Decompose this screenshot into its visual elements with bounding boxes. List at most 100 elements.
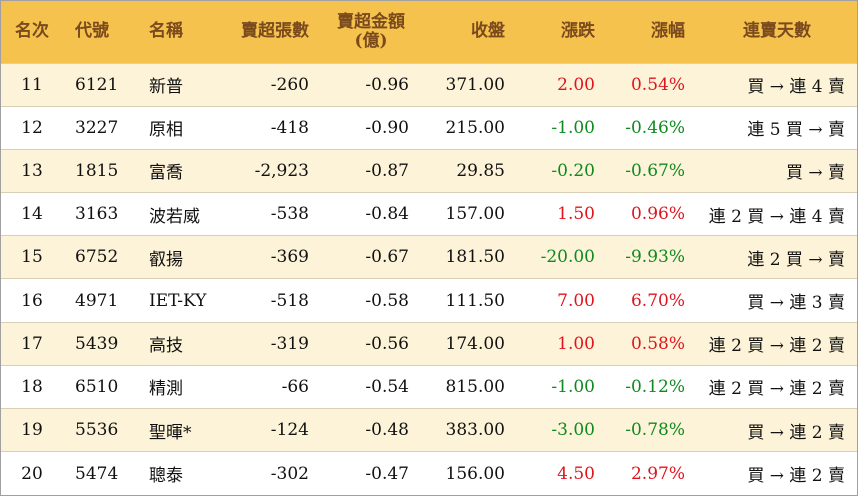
close-cell: 383.00 bbox=[421, 407, 517, 452]
close-cell: 156.00 bbox=[421, 451, 517, 495]
net-sell-lots-cell: -418 bbox=[219, 105, 321, 150]
net-sell-lots-cell: -518 bbox=[219, 278, 321, 323]
net-sell-amount-cell: -0.90 bbox=[321, 105, 421, 150]
net-sell-lots-cell: -2,923 bbox=[219, 148, 321, 193]
change-cell: 2.00 bbox=[517, 62, 607, 107]
code-cell: 1815 bbox=[63, 148, 135, 193]
table-row: 13 1815 富喬 -2,923 -0.87 29.85 -0.20 -0.67% 買 → 賣 bbox=[1, 148, 857, 193]
streak-cell: 買 → 連 4 賣 bbox=[697, 62, 857, 107]
change-pct-cell: -0.67% bbox=[607, 148, 697, 193]
change-cell: -1.00 bbox=[517, 364, 607, 409]
close-cell: 174.00 bbox=[421, 321, 517, 366]
change-cell: 7.00 bbox=[517, 278, 607, 323]
table-row: 15 6752 叡揚 -369 -0.67 181.50 -20.00 -9.93% 連 2 買… bbox=[1, 235, 857, 279]
change-pct-cell: 0.54% bbox=[607, 62, 697, 107]
rank-cell: 12 bbox=[1, 105, 63, 150]
rank-cell: 18 bbox=[1, 364, 63, 409]
header-rank: 名次 bbox=[1, 1, 63, 63]
code-cell: 6121 bbox=[63, 62, 135, 107]
streak-cell: 連 2 買 → 連 4 賣 bbox=[697, 192, 857, 236]
close-cell: 815.00 bbox=[421, 364, 517, 409]
streak-cell: 買 → 連 2 賣 bbox=[697, 407, 857, 452]
name-cell: 原相 bbox=[135, 105, 219, 150]
net-sell-lots-cell: -319 bbox=[219, 321, 321, 366]
code-cell: 3227 bbox=[63, 105, 135, 150]
rank-cell: 17 bbox=[1, 321, 63, 366]
rank-cell: 16 bbox=[1, 278, 63, 323]
change-pct-cell: -0.78% bbox=[607, 407, 697, 452]
name-cell: 聖暉* bbox=[135, 407, 219, 452]
code-cell: 6510 bbox=[63, 364, 135, 409]
net-sell-lots-cell: -260 bbox=[219, 62, 321, 107]
net-sell-lots-cell: -538 bbox=[219, 192, 321, 236]
net-sell-lots-cell: -124 bbox=[219, 407, 321, 452]
close-cell: 157.00 bbox=[421, 192, 517, 236]
name-cell: 波若威 bbox=[135, 192, 219, 236]
rank-cell: 20 bbox=[1, 451, 63, 495]
table-row: 18 6510 精測 -66 -0.54 815.00 -1.00 -0.12% 連 2 買 →… bbox=[1, 364, 857, 409]
net-sell-amount-cell: -0.47 bbox=[321, 451, 421, 495]
header-code: 代號 bbox=[63, 1, 135, 63]
change-cell: -1.00 bbox=[517, 105, 607, 150]
net-sell-amount-cell: -0.58 bbox=[321, 278, 421, 323]
table-row: 12 3227 原相 -418 -0.90 215.00 -1.00 -0.46% 連 5 買 … bbox=[1, 105, 857, 150]
header-net-sell-amount-line1: 賣超金額 bbox=[337, 11, 405, 32]
header-streak: 連賣天數 bbox=[697, 1, 857, 63]
net-sell-amount-cell: -0.84 bbox=[321, 192, 421, 236]
name-cell: 富喬 bbox=[135, 148, 219, 193]
net-sell-amount-cell: -0.54 bbox=[321, 364, 421, 409]
net-sell-lots-cell: -66 bbox=[219, 364, 321, 409]
streak-cell: 買 → 賣 bbox=[697, 148, 857, 193]
change-pct-cell: 0.96% bbox=[607, 192, 697, 236]
header-change-pct: 漲幅 bbox=[607, 1, 697, 63]
name-cell: 高技 bbox=[135, 321, 219, 366]
table-row: 17 5439 高技 -319 -0.56 174.00 1.00 0.58% 連 2 買 → … bbox=[1, 321, 857, 366]
code-cell: 6752 bbox=[63, 235, 135, 279]
change-pct-cell: 6.70% bbox=[607, 278, 697, 323]
change-cell: -3.00 bbox=[517, 407, 607, 452]
close-cell: 111.50 bbox=[421, 278, 517, 323]
code-cell: 5439 bbox=[63, 321, 135, 366]
rank-cell: 13 bbox=[1, 148, 63, 193]
net-sell-amount-cell: -0.56 bbox=[321, 321, 421, 366]
streak-cell: 連 5 買 → 賣 bbox=[697, 105, 857, 150]
table-row: 11 6121 新普 -260 -0.96 371.00 2.00 0.54% 買 → 連 4 … bbox=[1, 62, 857, 107]
header-net-sell-amount: 賣超金額 (億) bbox=[321, 1, 421, 63]
streak-cell: 連 2 買 → 賣 bbox=[697, 235, 857, 279]
net-sell-amount-cell: -0.48 bbox=[321, 407, 421, 452]
rank-cell: 15 bbox=[1, 235, 63, 279]
rank-cell: 14 bbox=[1, 192, 63, 236]
change-cell: 1.00 bbox=[517, 321, 607, 366]
header-net-sell-amount-unit: (億) bbox=[354, 30, 388, 51]
streak-cell: 連 2 買 → 連 2 賣 bbox=[697, 321, 857, 366]
net-sell-amount-cell: -0.96 bbox=[321, 62, 421, 107]
change-pct-cell: 2.97% bbox=[607, 451, 697, 495]
name-cell: 叡揚 bbox=[135, 235, 219, 279]
table-header: 名次 代號 名稱 賣超張數 賣超金額 (億) 收盤 漲跌 漲幅 連賣天數 bbox=[1, 1, 857, 63]
name-cell: 精測 bbox=[135, 364, 219, 409]
rank-cell: 11 bbox=[1, 62, 63, 107]
change-pct-cell: -0.46% bbox=[607, 105, 697, 150]
name-cell: 新普 bbox=[135, 62, 219, 107]
header-net-sell-lots: 賣超張數 bbox=[219, 1, 321, 63]
close-cell: 29.85 bbox=[421, 148, 517, 193]
change-pct-cell: -9.93% bbox=[607, 235, 697, 279]
change-cell: 1.50 bbox=[517, 192, 607, 236]
code-cell: 5536 bbox=[63, 407, 135, 452]
header-row: 名次 代號 名稱 賣超張數 賣超金額 (億) 收盤 漲跌 漲幅 連賣天數 bbox=[1, 1, 857, 63]
header-change: 漲跌 bbox=[517, 1, 607, 63]
change-cell: -20.00 bbox=[517, 235, 607, 279]
code-cell: 5474 bbox=[63, 451, 135, 495]
name-cell: IET-KY bbox=[135, 278, 219, 323]
close-cell: 371.00 bbox=[421, 62, 517, 107]
code-cell: 4971 bbox=[63, 278, 135, 323]
rank-cell: 19 bbox=[1, 407, 63, 452]
code-cell: 3163 bbox=[63, 192, 135, 236]
net-sell-amount-cell: -0.67 bbox=[321, 235, 421, 279]
change-pct-cell: 0.58% bbox=[607, 321, 697, 366]
header-name: 名稱 bbox=[135, 1, 219, 63]
table-row: 14 3163 波若威 -538 -0.84 157.00 1.50 0.96% 連 2 買 →… bbox=[1, 192, 857, 236]
net-sell-amount-cell: -0.87 bbox=[321, 148, 421, 193]
